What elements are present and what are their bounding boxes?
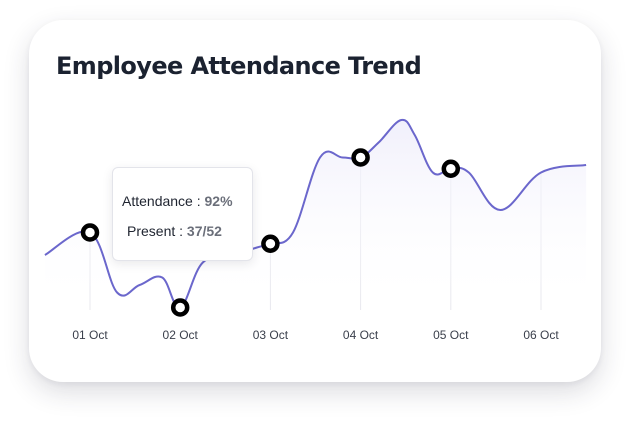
x-tick-label: 03 Oct — [253, 328, 289, 342]
data-point-2[interactable] — [170, 298, 190, 317]
tooltip-attendance-row: Attendance : 92% — [122, 193, 233, 209]
data-point-4[interactable] — [351, 148, 370, 167]
x-tick-label: 06 Oct — [523, 328, 559, 342]
data-tooltip: Attendance : 92% Present : 37/52 — [112, 167, 253, 261]
attendance-area — [44, 119, 587, 310]
data-point-5[interactable] — [441, 159, 461, 178]
x-tick-label: 05 Oct — [433, 328, 469, 342]
data-point-3[interactable] — [261, 234, 280, 253]
x-tick-label: 02 Oct — [163, 328, 199, 342]
tooltip-attendance-label: Attendance : — [122, 193, 201, 209]
x-tick-label: 04 Oct — [343, 328, 379, 342]
x-tick-label: 01 Oct — [72, 328, 108, 342]
tooltip-present-value: 37/52 — [186, 223, 222, 239]
tooltip-present-row: Present : 37/52 — [127, 223, 222, 239]
data-point-1[interactable] — [80, 223, 100, 242]
tooltip-attendance-value: 92% — [204, 193, 233, 209]
tooltip-present-label: Present : — [127, 223, 184, 239]
chart-title: Employee Attendance Trend — [56, 52, 422, 80]
